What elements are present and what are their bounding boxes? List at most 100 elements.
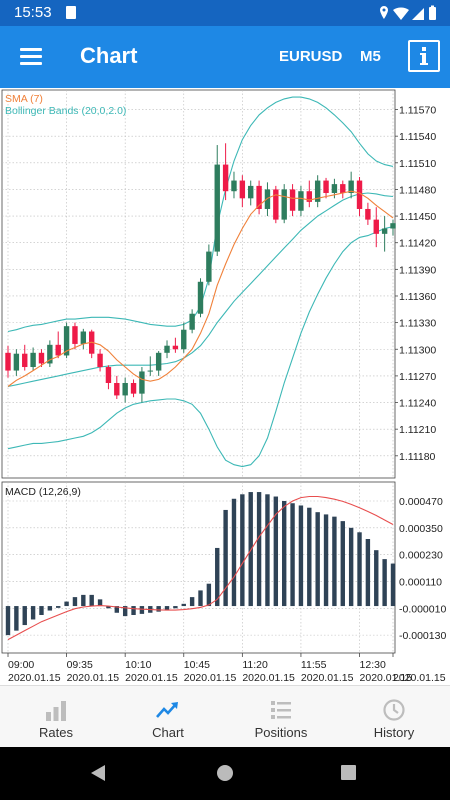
sma-legend-label: SMA (7) — [5, 93, 43, 105]
candle-body — [38, 352, 45, 364]
candlestick — [306, 180, 313, 208]
time-tick-label: 10:10 — [125, 659, 151, 671]
candlestick — [5, 345, 11, 378]
candle-body — [5, 352, 11, 371]
time-tick-label: 10:45 — [184, 659, 210, 671]
macd-histogram-bar — [365, 539, 371, 607]
macd-histogram-bar — [181, 603, 186, 607]
candle-body — [264, 189, 271, 209]
candlestick — [164, 340, 170, 359]
candle-body — [13, 353, 20, 371]
candlestick — [88, 329, 95, 359]
price-tick-label: 1.11180 — [399, 451, 436, 463]
candle-body — [214, 164, 220, 252]
candlestick — [181, 322, 187, 353]
candle-body — [22, 353, 28, 368]
candle-body — [122, 382, 128, 396]
info-button[interactable] — [408, 40, 440, 72]
price-tick-label: 1.11480 — [399, 184, 436, 196]
nav-item-history[interactable]: History — [338, 686, 450, 748]
macd-histogram-bar — [265, 494, 270, 607]
page-title: Chart — [80, 43, 138, 68]
macd-tick-label: -0.000130 — [399, 630, 446, 642]
symbol-selector[interactable]: EURUSD — [279, 48, 343, 65]
hamburger-menu-icon[interactable] — [20, 48, 42, 66]
candle-body — [181, 329, 187, 350]
macd-histogram-bar — [273, 496, 279, 607]
candle-body — [164, 345, 170, 353]
timeframe-selector[interactable]: M5 — [360, 48, 381, 65]
candlestick — [114, 375, 120, 399]
macd-histogram-bar — [223, 509, 228, 607]
nav-item-positions[interactable]: Positions — [225, 686, 337, 748]
battery-icon — [429, 5, 436, 20]
macd-histogram-bar — [332, 516, 337, 607]
status-bar: 15:53 — [0, 0, 450, 26]
macd-histogram-bar — [72, 597, 78, 607]
macd-histogram-bar — [198, 590, 203, 607]
macd-histogram-bar — [156, 606, 161, 612]
candle-body — [356, 180, 363, 209]
date-tick-label: 2020.01.15 — [67, 672, 120, 684]
macd-histogram-bar — [5, 606, 11, 636]
candlestick — [189, 309, 195, 334]
trend-line-icon — [156, 702, 178, 718]
candle-body — [55, 344, 61, 356]
recents-icon[interactable] — [341, 765, 356, 780]
bollinger-legend-label: Bollinger Bands (20,0,2.0) — [5, 105, 126, 117]
date-tick-label: 2020.01.15 — [8, 672, 61, 684]
macd-histogram-bar — [307, 507, 312, 607]
candle-body — [155, 352, 162, 371]
price-tick-label: 1.11240 — [399, 398, 436, 410]
chart-canvas[interactable]: 1.11570 1.11540 1.11510 1.11480 1.11450 1.114… — [0, 88, 450, 685]
macd-histogram-bar — [231, 498, 237, 607]
date-tick-label: 2020.01.15 — [360, 672, 413, 684]
status-icons — [380, 5, 436, 20]
candle-body — [273, 189, 279, 220]
candle-body — [298, 191, 304, 211]
macd-histogram-bar — [164, 606, 170, 611]
nav-item-chart[interactable]: Chart — [112, 686, 224, 748]
candle-body — [381, 228, 388, 234]
macd-histogram-bar — [89, 594, 94, 607]
candle-body — [172, 345, 179, 350]
candlestick — [390, 219, 396, 236]
signal-icon — [412, 8, 424, 20]
candle-body — [239, 180, 246, 199]
candlestick — [273, 185, 279, 224]
macd-histogram-bar — [298, 505, 304, 607]
candlestick — [130, 379, 137, 398]
macd-histogram-bar — [290, 503, 295, 607]
candle-body — [390, 223, 396, 229]
candlestick — [340, 180, 346, 199]
candlestick — [289, 184, 296, 217]
candlestick — [323, 177, 329, 199]
candle-body — [348, 180, 354, 193]
price-tick-label: 1.11570 — [399, 105, 436, 117]
candlestick — [231, 171, 237, 199]
nav-label-chart: Chart — [152, 725, 184, 740]
bollinger-middle-line — [7, 192, 394, 388]
home-icon[interactable] — [217, 765, 233, 781]
macd-histogram-bar — [340, 521, 345, 607]
candle-body — [373, 219, 379, 234]
macd-histogram-bar — [64, 601, 69, 607]
macd-histogram-bar — [106, 606, 111, 609]
candlestick — [55, 331, 61, 359]
macd-tick-label: -0.000010 — [399, 603, 446, 615]
candlestick — [105, 365, 112, 390]
price-tick-label: 1.11270 — [399, 371, 436, 383]
macd-histogram-bar — [56, 606, 61, 608]
date-tick-label: 2020.01.15 — [125, 672, 178, 684]
candle-body — [314, 180, 321, 202]
macd-histogram-bar — [323, 514, 329, 607]
info-icon — [420, 47, 428, 65]
nav-item-rates[interactable]: Rates — [0, 686, 112, 748]
date-tick-label: 2020.01.15 — [393, 672, 446, 684]
chart-area[interactable]: 1.11570 1.11540 1.11510 1.11480 1.11450 1.114… — [0, 88, 450, 685]
time-tick-label: 11:55 — [301, 659, 327, 671]
candlestick — [314, 175, 321, 208]
macd-tick-label: 0.000470 — [399, 496, 443, 508]
back-icon[interactable] — [91, 765, 105, 781]
candle-body — [189, 313, 195, 330]
